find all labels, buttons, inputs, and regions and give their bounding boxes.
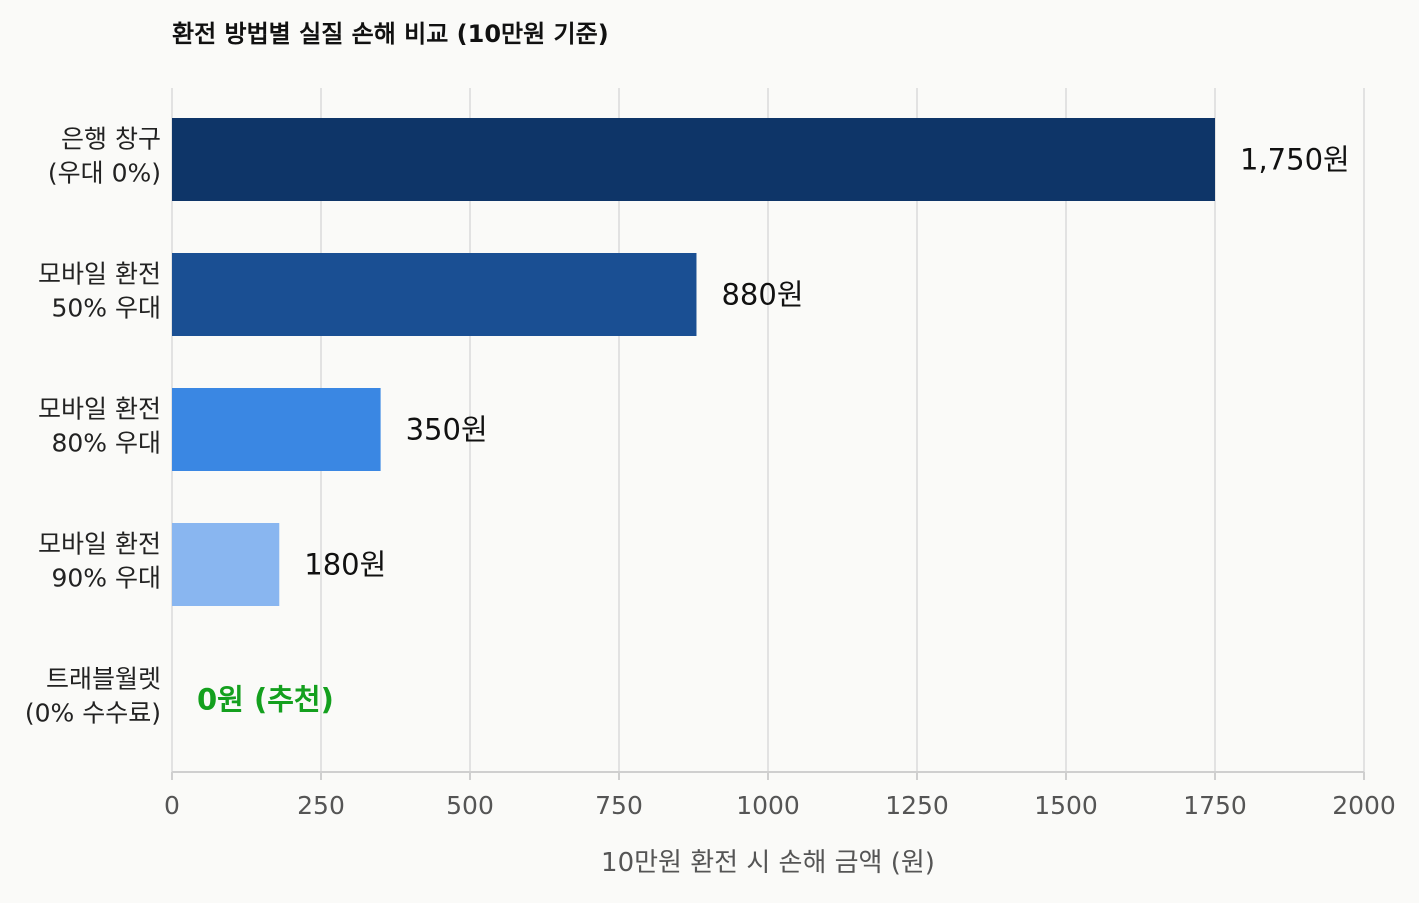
y-category-label-line: 50% 우대 [51,294,161,323]
bar [172,523,280,606]
y-category-label-line: 모바일 환전 [38,530,161,559]
bars [172,118,1215,606]
y-category-label: 모바일 환전 80% 우대 [38,395,161,458]
chart-title: 환전 방법별 실질 손해 비교 (10만원 기준) [172,20,609,48]
y-category-label-line: 은행 창구 [61,125,161,154]
bar [172,118,1215,201]
value-label: 1,750원 [1240,143,1350,177]
y-category-label: 모바일 환전 50% 우대 [38,260,161,323]
value-label: 180원 [304,548,386,582]
x-tick-label: 1000 [736,791,800,820]
x-tick-label: 250 [297,791,345,820]
x-tick-label: 1250 [885,791,949,820]
y-category-label: 트래블월렛 (0% 수수료) [25,665,161,728]
y-category-label-line: 90% 우대 [51,564,161,593]
value-label-highlight: 0원 (추천) [197,683,334,717]
y-category-label-line: (우대 0%) [48,159,161,188]
y-category-label-line: (0% 수수료) [25,699,161,728]
y-category-label: 모바일 환전 90% 우대 [38,530,161,593]
y-category-label-line: 모바일 환전 [38,260,161,289]
x-tick-label: 500 [446,791,494,820]
value-label: 350원 [406,413,488,447]
x-tick-label: 2000 [1332,791,1396,820]
x-tick-label: 1500 [1034,791,1098,820]
y-category-label-line: 모바일 환전 [38,395,161,424]
bar [172,253,697,336]
x-axis-title: 10만원 환전 시 손해 금액 (원) [601,848,935,878]
grid-lines [171,88,1365,772]
y-category-label: 은행 창구 (우대 0%) [48,125,161,188]
x-axis: 0 250 500 750 1000 1250 1500 1750 2000 [164,771,1396,820]
x-tick-label: 750 [595,791,643,820]
bar [172,388,381,471]
value-label: 880원 [721,278,803,312]
x-tick-label: 0 [164,791,180,820]
y-category-label-line: 트래블월렛 [46,665,161,694]
y-category-label-line: 80% 우대 [51,429,161,458]
x-tick-label: 1750 [1183,791,1247,820]
